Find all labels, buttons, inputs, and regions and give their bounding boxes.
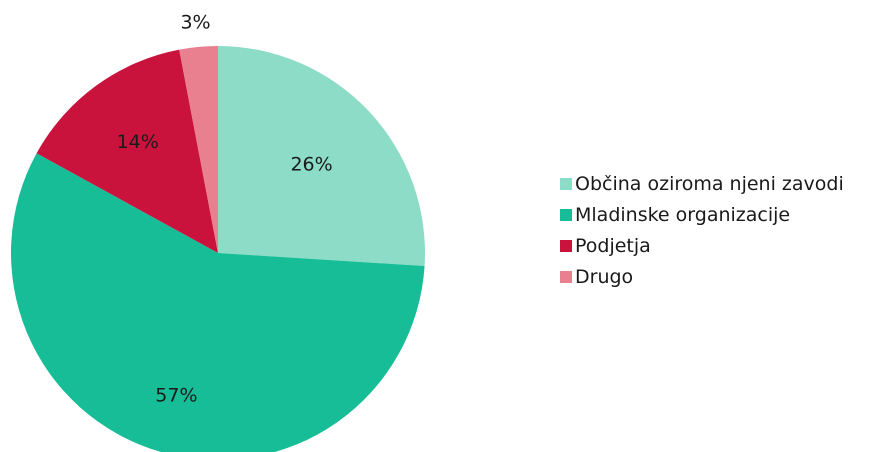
legend-label: Drugo <box>575 265 634 288</box>
pie-slices <box>11 46 425 452</box>
legend-swatch <box>560 239 572 252</box>
legend-item-drugo: Drugo <box>560 261 844 292</box>
slice-value-label-drugo: 3% <box>180 11 210 33</box>
pie-value-labels: 26% 57% 14% 3% <box>117 11 333 406</box>
pie-slice-drugo <box>179 46 218 253</box>
legend-label: Podjetja <box>575 234 651 257</box>
legend-label: Mladinske organizacije <box>575 203 791 226</box>
pie-slice-podjetja <box>36 49 218 254</box>
slice-value-label-obcina-oziroma-njeni-zavodi: 26% <box>290 154 332 176</box>
slice-value-label-podjetja: 14% <box>117 131 159 153</box>
pie-slice-obcina-oziroma-njeni-zavodi <box>218 46 425 266</box>
slice-value-label-mladinske-organizacije: 57% <box>155 385 197 407</box>
legend-swatch <box>560 270 572 283</box>
legend-item-mladinske-organizacije: Mladinske organizacije <box>560 199 844 230</box>
chart-legend: Občina oziroma njeni zavodi Mladinske org… <box>560 168 844 292</box>
pie-slice-mladinske-organizacije <box>11 153 425 452</box>
legend-item-obcina-oziroma-njeni-zavodi: Občina oziroma njeni zavodi <box>560 168 844 199</box>
legend-item-podjetja: Podjetja <box>560 230 844 261</box>
legend-swatch <box>560 177 572 190</box>
legend-swatch <box>560 208 572 221</box>
legend-label: Občina oziroma njeni zavodi <box>575 172 844 195</box>
